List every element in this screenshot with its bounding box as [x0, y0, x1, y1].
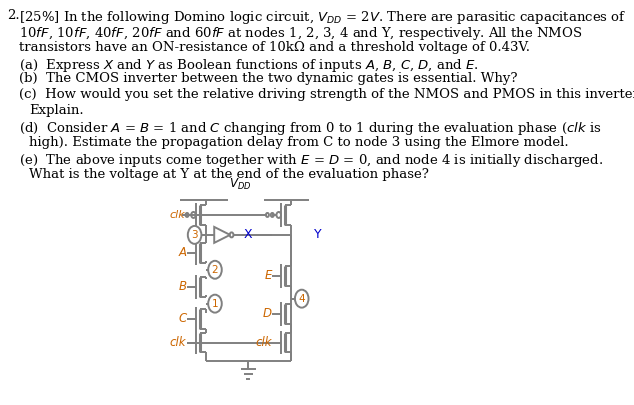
Text: 2.: 2. [7, 9, 20, 21]
Text: (e)  The above inputs come together with $E$ = $D$ = 0, and node 4 is initially : (e) The above inputs come together with … [19, 152, 603, 169]
Text: X: X [243, 228, 252, 241]
Text: 2: 2 [212, 265, 218, 275]
Circle shape [188, 226, 202, 244]
Text: D: D [262, 307, 271, 320]
Text: What is the voltage at Y at the end of the evaluation phase?: What is the voltage at Y at the end of t… [29, 168, 429, 181]
Text: 3: 3 [191, 230, 198, 240]
Text: [25%] In the following Domino logic circuit, $V_{DD}$ = 2$V$. There are parasiti: [25%] In the following Domino logic circ… [19, 9, 626, 26]
Text: 10$fF$, 10$fF$, 40$fF$, 20$fF$ and 60$fF$ at nodes 1, 2, 3, 4 and Y, respectivel: 10$fF$, 10$fF$, 40$fF$, 20$fF$ and 60$fF… [19, 25, 582, 42]
Text: clk: clk [169, 210, 184, 220]
Text: A: A [178, 246, 186, 259]
Text: B: B [178, 280, 186, 293]
Text: $V_{DD}$: $V_{DD}$ [230, 177, 252, 192]
Text: clk: clk [170, 336, 186, 349]
Text: (a)  Express $X$ and $Y$ as Boolean functions of inputs $A$, $B$, $C$, $D$, and : (a) Express $X$ and $Y$ as Boolean funct… [19, 57, 479, 73]
Text: Y: Y [314, 228, 321, 241]
Text: (d)  Consider $A$ = $B$ = 1 and $C$ changing from 0 to 1 during the evaluation p: (d) Consider $A$ = $B$ = 1 and $C$ chang… [19, 120, 601, 137]
Circle shape [295, 290, 309, 308]
Text: 4: 4 [299, 294, 305, 304]
Text: transistors have an ON-resistance of 10kΩ and a threshold voltage of 0.43V.: transistors have an ON-resistance of 10k… [19, 40, 530, 53]
Circle shape [208, 295, 222, 313]
Circle shape [208, 261, 222, 279]
Text: Explain.: Explain. [29, 104, 84, 117]
Text: 1: 1 [212, 298, 218, 309]
Text: C: C [178, 312, 186, 325]
Text: high). Estimate the propagation delay from C to node 3 using the Elmore model.: high). Estimate the propagation delay fr… [29, 136, 569, 149]
Text: (b)  The CMOS inverter between the two dynamic gates is essential. Why?: (b) The CMOS inverter between the two dy… [19, 72, 517, 85]
Text: E: E [264, 269, 271, 282]
Text: (c)  How would you set the relative driving strength of the NMOS and PMOS in thi: (c) How would you set the relative drivi… [19, 88, 634, 101]
Text: clk: clk [255, 336, 271, 349]
